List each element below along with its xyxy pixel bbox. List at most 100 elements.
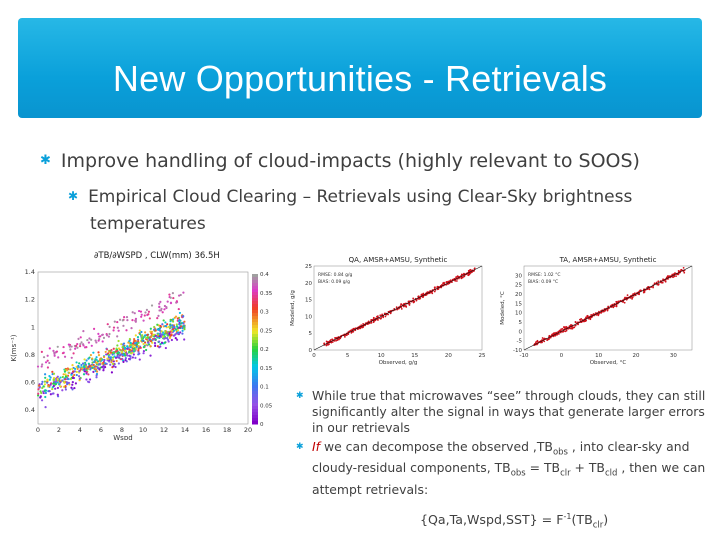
chart1-point — [101, 340, 104, 343]
chart1-point — [103, 358, 106, 362]
chart1-ytick: 0.6 — [25, 379, 35, 387]
chart1-colorbar-cell — [252, 280, 258, 284]
chart1-xtick: 10 — [139, 426, 147, 434]
chart2-ytick: 20 — [305, 281, 312, 287]
chart1-point — [107, 356, 111, 359]
retrieval-formula: {Qa,Ta,Wspd,SST} = F-1(TBclr) — [420, 512, 608, 531]
chart1-point — [111, 358, 114, 361]
chart1-colorbar-tick: 0.25 — [260, 328, 273, 334]
chart1-point — [138, 333, 142, 336]
chart1-point — [90, 344, 93, 347]
chart3-point — [574, 321, 577, 324]
chart1-point — [117, 362, 120, 365]
chart2-point — [326, 343, 329, 346]
chart1-point — [149, 327, 152, 330]
chart1-point — [114, 350, 117, 353]
chart1-point — [85, 365, 88, 368]
chart1-point — [61, 389, 64, 392]
scatter-chart-ta: TA, AMSR+AMSU, Synthetic -10 0 10 20 30 30 25 20… — [500, 256, 693, 366]
chart1-point — [137, 353, 140, 356]
chart3-point — [559, 330, 561, 332]
chart1-point — [152, 338, 155, 341]
chart1-point — [135, 343, 139, 346]
chart1-point — [118, 318, 122, 321]
chart3-point — [557, 330, 560, 333]
chart1-point — [112, 347, 115, 350]
chart1-point — [147, 341, 150, 344]
chart1-point — [41, 386, 44, 390]
chart3-point — [543, 337, 546, 340]
chart2-point — [380, 317, 383, 319]
chart2-point — [408, 302, 411, 305]
chart1-point — [181, 326, 184, 330]
chart1-colorbar-cell — [252, 337, 258, 341]
note2-c: = TB — [525, 460, 561, 476]
chart1-point — [96, 366, 100, 369]
chart3-point — [682, 266, 685, 269]
chart1-point — [52, 372, 56, 375]
bullet1-text: Improve handling of cloud-impacts (highl… — [60, 150, 640, 172]
chart1-point — [49, 383, 52, 386]
chart1-point — [171, 320, 175, 323]
chart1-point — [148, 343, 151, 346]
chart2-point — [336, 339, 339, 342]
chart1-colorbar-cell — [252, 418, 258, 422]
chart1-point — [145, 348, 148, 352]
chart1-colorbar-cell — [252, 382, 258, 386]
chart1-colorbar-cell — [252, 352, 258, 356]
chart1-point — [171, 292, 174, 295]
chart1-point — [83, 368, 86, 371]
chart1-point — [135, 345, 138, 348]
chart2-xtick: 5 — [346, 353, 350, 359]
chart2-point — [347, 333, 350, 335]
chart1-point — [159, 345, 162, 348]
chart1-xtick: 4 — [78, 426, 82, 434]
bullet-star-icon: ✱ — [296, 441, 304, 452]
chart1-point — [157, 333, 160, 336]
chart1-point — [131, 356, 134, 359]
chart1-point — [94, 339, 97, 342]
chart1-point — [170, 338, 173, 342]
chart1-point — [74, 382, 77, 385]
chart2-point — [400, 307, 403, 310]
chart1-point — [75, 373, 78, 377]
chart1-point — [46, 354, 49, 357]
chart1-point — [108, 332, 111, 336]
chart1-point — [104, 350, 107, 354]
chart1-point — [96, 360, 100, 363]
chart1-point — [52, 379, 55, 382]
chart1-point — [182, 325, 185, 328]
chart3-point — [597, 314, 600, 317]
chart1-point — [182, 291, 185, 294]
chart1-point — [147, 313, 150, 316]
chart1-point — [174, 336, 177, 340]
chart3-point — [570, 327, 573, 330]
chart1-point — [166, 336, 169, 340]
chart1-point — [146, 336, 149, 339]
chart1-point — [92, 370, 95, 373]
chart3-point — [579, 318, 581, 321]
chart1-point — [63, 355, 67, 358]
chart1-point — [67, 381, 71, 384]
chart1-point — [88, 356, 91, 359]
chart1-point — [122, 342, 126, 345]
chart1-point — [176, 326, 179, 329]
chart1-point — [131, 319, 134, 322]
chart1-point — [175, 323, 178, 326]
chart3-ylabel: Modeled, °C — [500, 291, 506, 325]
notes-block: ✱ While true that microwaves “see” throu… — [296, 388, 706, 500]
chart1-point — [145, 308, 149, 311]
chart1-point — [145, 343, 148, 346]
chart1-point — [162, 335, 165, 338]
chart1-point — [42, 356, 46, 359]
chart3-point — [560, 328, 563, 331]
chart1-point — [149, 335, 153, 338]
chart3-point — [634, 294, 637, 297]
chart2-point — [445, 281, 448, 283]
bullet-star-icon: ✱ — [68, 189, 79, 203]
chart1-point — [138, 358, 141, 361]
chart1-colorbar-cell — [252, 307, 258, 311]
chart1-point — [87, 373, 90, 376]
chart1-point — [80, 363, 83, 367]
chart1-point — [170, 334, 173, 337]
